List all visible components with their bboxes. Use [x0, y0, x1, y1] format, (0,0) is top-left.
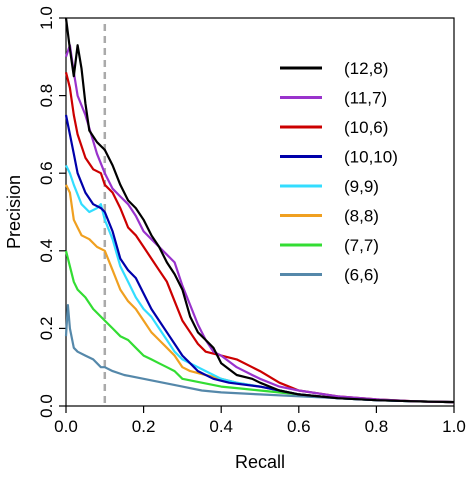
legend-label: (10,6) — [344, 118, 388, 137]
y-tick-label: 0.6 — [37, 161, 56, 185]
legend-label: (6,6) — [344, 266, 379, 285]
series-line-0 — [64, 17, 455, 404]
y-axis-label: Precision — [4, 175, 24, 249]
x-axis: 0.0 0.2 0.4 0.6 0.8 1.0 — [54, 406, 466, 436]
y-tick-label: 0.2 — [37, 317, 56, 341]
legend-label: (12,8) — [344, 59, 388, 78]
x-tick-label: 0.6 — [287, 417, 311, 436]
x-tick-label: 0.2 — [132, 417, 156, 436]
legend: (12,8) (11,7) (10,6) (10,10) (9,9) (8,8) (7,7)… — [280, 59, 398, 285]
legend-label: (7,7) — [344, 236, 379, 255]
y-tick-label: 0.4 — [37, 239, 56, 263]
x-tick-label: 0.8 — [365, 417, 389, 436]
legend-label: (8,8) — [344, 207, 379, 226]
legend-label: (9,9) — [344, 177, 379, 196]
x-tick-label: 0.4 — [209, 417, 233, 436]
x-axis-label: Recall — [235, 452, 285, 472]
legend-label: (11,7) — [344, 89, 387, 108]
y-tick-label: 0.0 — [37, 394, 56, 418]
x-tick-label: 1.0 — [442, 417, 466, 436]
legend-label: (10,10) — [344, 148, 398, 167]
x-tick-label: 0.0 — [54, 417, 78, 436]
y-axis: 0.0 0.2 0.4 0.6 0.8 1.0 — [37, 6, 66, 418]
y-tick-label: 0.8 — [37, 84, 56, 108]
series-line-2 — [64, 72, 455, 404]
series-line-1 — [64, 44, 455, 404]
y-tick-label: 1.0 — [37, 6, 56, 30]
plot-area-frame — [65, 17, 455, 407]
series-layer — [64, 17, 455, 404]
